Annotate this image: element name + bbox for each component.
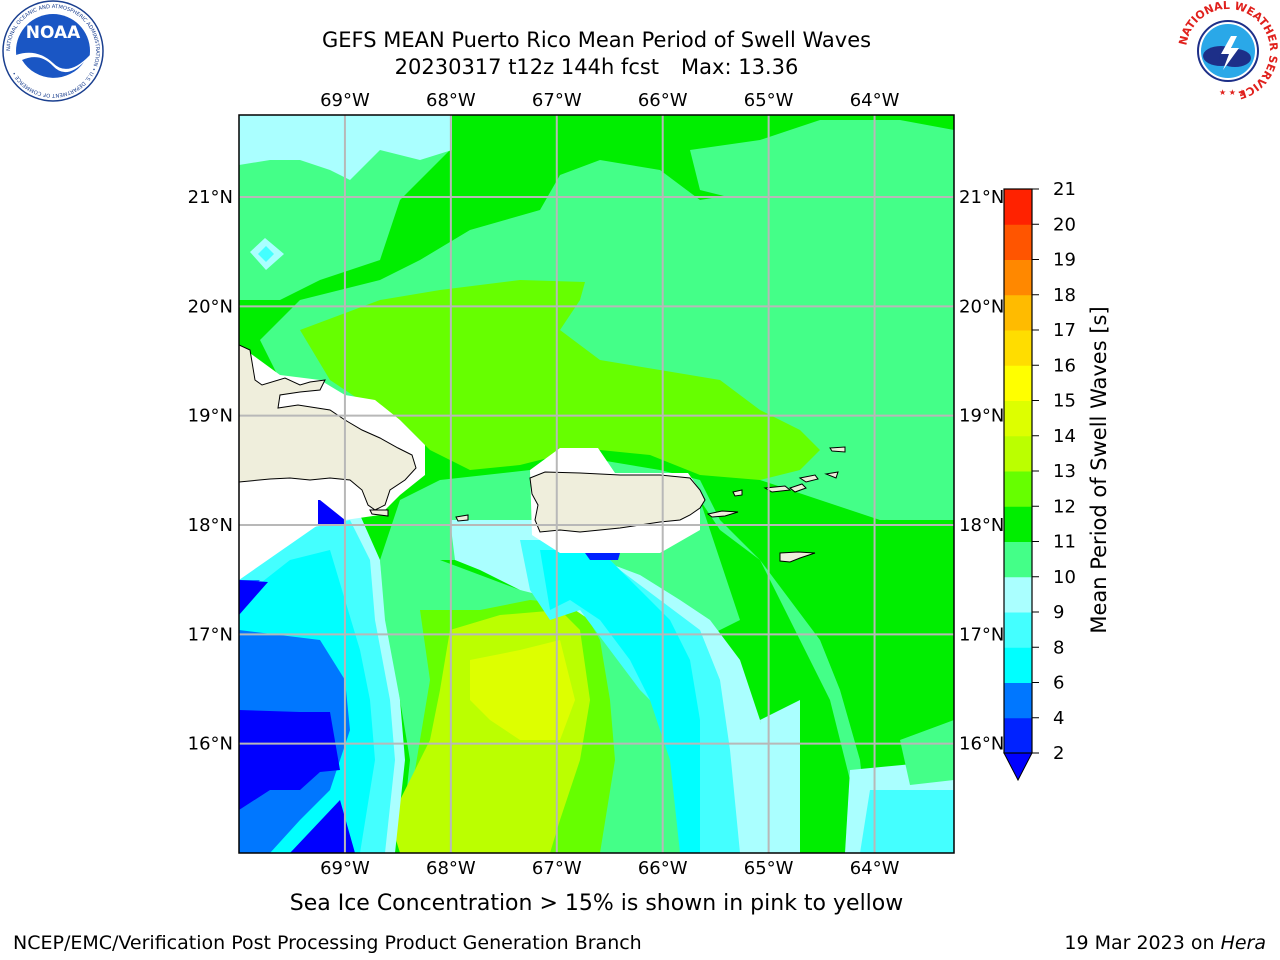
colorbar-tick-label: 15: [1053, 391, 1076, 412]
lat-label-right: 19°N: [959, 406, 1004, 427]
sea-ice-note: Sea Ice Concentration > 15% is shown in …: [289, 891, 904, 916]
colorbar-segment: [1004, 612, 1032, 648]
colorbar-segment: [1004, 435, 1032, 472]
lon-label-top: 66°W: [638, 90, 688, 111]
lon-label-top: 69°W: [320, 90, 370, 111]
lat-label-left: 21°N: [188, 187, 233, 208]
contour-13-14: [470, 640, 575, 740]
contour-11-12: [300, 280, 820, 480]
colorbar-tick-label: 8: [1053, 637, 1064, 658]
map-subtitle-date: 20230317 t12z 144h fcst Max: 13.36: [0, 54, 1193, 80]
colorbar-segment: [1004, 541, 1032, 578]
lon-label-bottom: 64°W: [850, 858, 900, 879]
colorbar-segment: [1004, 471, 1032, 507]
colorbar-label: Mean Period of Swell Waves [s]: [1087, 306, 1111, 633]
colorbar-tick-label: 4: [1053, 708, 1064, 729]
lon-label-bottom: 68°W: [426, 858, 476, 879]
colorbar-tick-label: 6: [1053, 673, 1064, 694]
hispaniola-land: [239, 344, 417, 511]
colorbar-tick-label: 18: [1053, 285, 1076, 306]
lat-label-right: 20°N: [959, 296, 1004, 317]
graticule: [239, 115, 954, 853]
colorbar-tick-label: 21: [1053, 179, 1076, 200]
lon-label-top: 65°W: [744, 90, 794, 111]
colorbar-tick-label: 9: [1053, 602, 1064, 623]
lat-label-left: 20°N: [188, 296, 233, 317]
colorbar-tick-label: 13: [1053, 461, 1076, 482]
lat-label-left: 16°N: [188, 734, 233, 755]
colorbar-tick-label: 12: [1053, 496, 1076, 517]
footer-credit: NCEP/EMC/Verification Post Processing Pr…: [13, 932, 642, 954]
colorbar-tick-label: 11: [1053, 532, 1076, 553]
lat-label-left: 18°N: [188, 515, 233, 536]
max-value: Max: 13.36: [681, 55, 799, 79]
lat-label-right: 21°N: [959, 187, 1004, 208]
colorbar-tick-label: 17: [1053, 320, 1076, 341]
map-frame: [238, 114, 955, 854]
colorbar-segment: [1004, 682, 1032, 719]
lat-label-left: 17°N: [188, 624, 233, 645]
lon-label-top: 64°W: [850, 90, 900, 111]
lon-label-bottom: 66°W: [638, 858, 688, 879]
colorbar-segment: [1004, 189, 1032, 225]
colorbar-tick-label: 2: [1053, 743, 1064, 764]
colorbar-segment: [1004, 259, 1032, 296]
lat-label-right: 16°N: [959, 734, 1004, 755]
colorbar-tick-label: 14: [1053, 426, 1076, 447]
nws-stars-icon: ★ ★ ★: [1219, 88, 1246, 97]
colorbar-tick-label: 19: [1053, 250, 1076, 271]
nws-logo: NATIONAL WEATHER SERVICE ★ ★ ★: [1177, 0, 1279, 102]
colorbar-segment: [1004, 647, 1032, 683]
noaa-logo-text: NOAA: [26, 23, 81, 43]
colorbar-segment: [1004, 330, 1032, 366]
colorbar-tick-label: 20: [1053, 214, 1076, 235]
colorbar-segment: [1004, 506, 1032, 542]
footer-host: Hera: [1220, 932, 1266, 954]
lon-label-bottom: 65°W: [744, 858, 794, 879]
colorbar-under-arrow: [1003, 752, 1033, 782]
colorbar-segment: [1004, 365, 1032, 401]
colorbar-segment: [1004, 576, 1032, 613]
forecast-date: 20230317 t12z 144h fcst: [394, 55, 660, 79]
colorbar-tick-label: 16: [1053, 355, 1076, 376]
lon-label-top: 67°W: [532, 90, 582, 111]
colorbar-segment: [1004, 400, 1032, 437]
lon-label-bottom: 67°W: [532, 858, 582, 879]
lat-label-right: 17°N: [959, 624, 1004, 645]
lon-label-top: 68°W: [426, 90, 476, 111]
colorbar-segment: [1004, 294, 1032, 331]
colorbar-segment: [1004, 717, 1032, 754]
colorbar-segment: [1004, 224, 1032, 260]
map-title: GEFS MEAN Puerto Rico Mean Period of Swe…: [321, 28, 872, 52]
lat-label-right: 18°N: [959, 515, 1004, 536]
contour-fill: [239, 115, 954, 853]
colorbar-tick-label: 10: [1053, 567, 1076, 588]
noaa-logo: NATIONAL OCEANIC AND ATMOSPHERIC ADMINIS…: [2, 0, 104, 102]
lon-label-bottom: 69°W: [320, 858, 370, 879]
footer-date: 19 Mar 2023 on Hera: [1064, 932, 1266, 954]
colorbar: 21 20 19 18 17 16 15 14 13 12 11 10 9 8 6 4 2: [1003, 179, 1076, 782]
lat-label-left: 19°N: [188, 406, 233, 427]
footer-date-text: 19 Mar 2023 on: [1064, 932, 1221, 954]
